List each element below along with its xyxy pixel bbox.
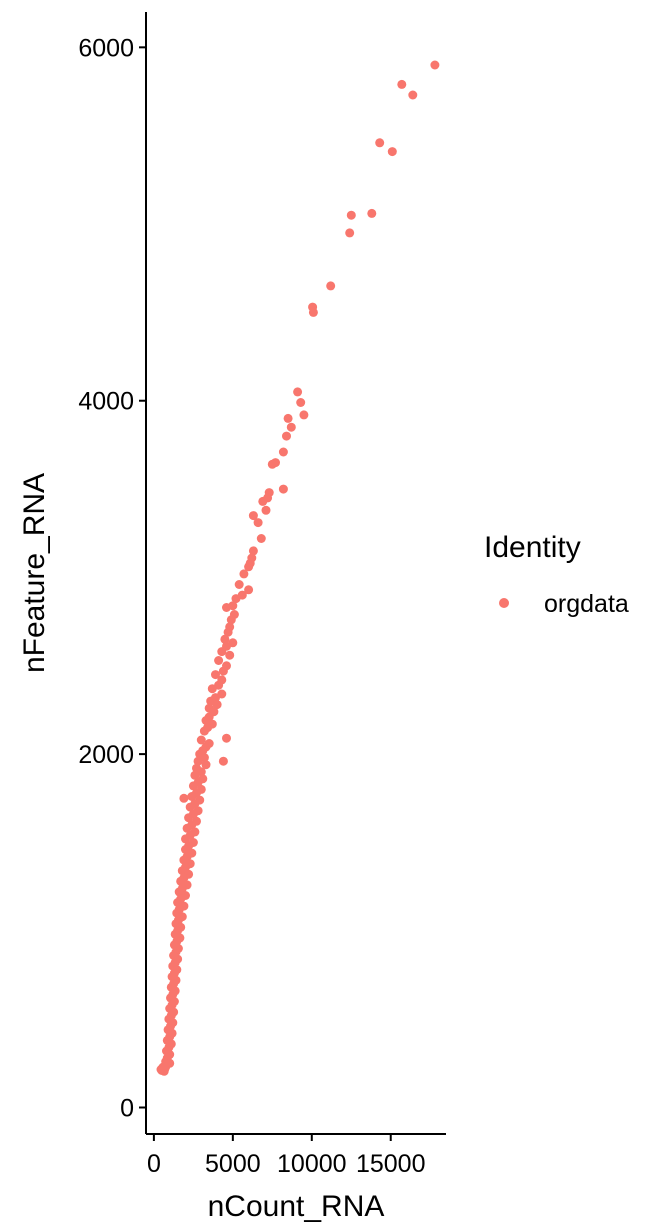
data-point bbox=[217, 647, 227, 657]
data-point bbox=[345, 228, 355, 238]
data-point bbox=[239, 569, 249, 579]
x-tick-label: 15000 bbox=[356, 1150, 426, 1178]
data-point bbox=[256, 534, 266, 543]
data-point bbox=[267, 459, 277, 469]
data-point bbox=[222, 603, 231, 612]
data-point bbox=[278, 447, 288, 457]
data-point bbox=[214, 656, 224, 665]
y-axis-ticks: 0 2000 4000 6000 bbox=[78, 34, 146, 1122]
data-point bbox=[211, 670, 220, 680]
data-point bbox=[375, 138, 385, 148]
data-point bbox=[185, 802, 195, 812]
data-point bbox=[430, 60, 440, 70]
x-tick-label: 5000 bbox=[205, 1150, 261, 1178]
data-point bbox=[225, 650, 235, 660]
data-point bbox=[293, 387, 303, 397]
data-point bbox=[222, 733, 231, 743]
data-point bbox=[181, 834, 190, 844]
x-axis-ticks: 0 5000 10000 15000 bbox=[147, 1134, 426, 1178]
data-point bbox=[282, 431, 291, 441]
legend-label-orgdata: orgdata bbox=[544, 590, 629, 618]
data-point bbox=[190, 770, 200, 780]
legend-key-orgdata bbox=[499, 598, 509, 608]
data-point bbox=[258, 496, 268, 506]
data-point bbox=[179, 793, 189, 803]
data-point bbox=[248, 546, 258, 556]
data-point bbox=[408, 90, 418, 100]
data-point bbox=[286, 422, 296, 432]
data-point bbox=[188, 781, 198, 791]
data-point bbox=[248, 511, 258, 521]
data-point bbox=[234, 580, 244, 589]
y-tick-label: 4000 bbox=[78, 388, 134, 416]
data-point bbox=[218, 666, 228, 676]
data-point bbox=[187, 792, 197, 801]
legend: Identity orgdata bbox=[484, 531, 629, 618]
data-point bbox=[193, 756, 203, 766]
data-point bbox=[278, 484, 288, 494]
data-point bbox=[308, 307, 318, 317]
x-tick-label: 0 bbox=[147, 1150, 161, 1178]
data-point bbox=[199, 726, 209, 736]
data-point bbox=[201, 760, 211, 770]
data-point bbox=[244, 562, 254, 572]
x-tick-label: 10000 bbox=[277, 1150, 347, 1178]
data-point bbox=[161, 1062, 171, 1072]
y-tick-label: 2000 bbox=[78, 741, 134, 769]
data-point bbox=[244, 585, 254, 595]
data-point bbox=[184, 813, 194, 823]
legend-title: Identity bbox=[484, 531, 581, 564]
data-point bbox=[346, 210, 356, 220]
data-point bbox=[367, 208, 377, 218]
data-point bbox=[207, 684, 217, 694]
data-point bbox=[261, 505, 271, 515]
data-point bbox=[253, 518, 263, 528]
x-axis-title: nCount_RNA bbox=[208, 1190, 385, 1223]
y-axis-title: nFeature_RNA bbox=[18, 473, 51, 673]
data-point bbox=[326, 281, 336, 291]
data-point bbox=[218, 756, 228, 766]
data-point bbox=[296, 398, 306, 407]
data-point bbox=[182, 823, 192, 833]
points-layer bbox=[156, 60, 440, 1076]
data-point bbox=[220, 634, 230, 644]
data-point bbox=[397, 79, 407, 89]
data-point bbox=[223, 627, 233, 637]
y-tick-label: 0 bbox=[120, 1094, 134, 1122]
y-tick-label: 6000 bbox=[78, 34, 134, 62]
data-point bbox=[387, 147, 397, 157]
data-point bbox=[299, 410, 309, 420]
data-point bbox=[226, 615, 236, 625]
data-point bbox=[212, 700, 222, 710]
data-point bbox=[231, 594, 241, 604]
data-point bbox=[283, 413, 293, 423]
data-point bbox=[196, 735, 206, 745]
